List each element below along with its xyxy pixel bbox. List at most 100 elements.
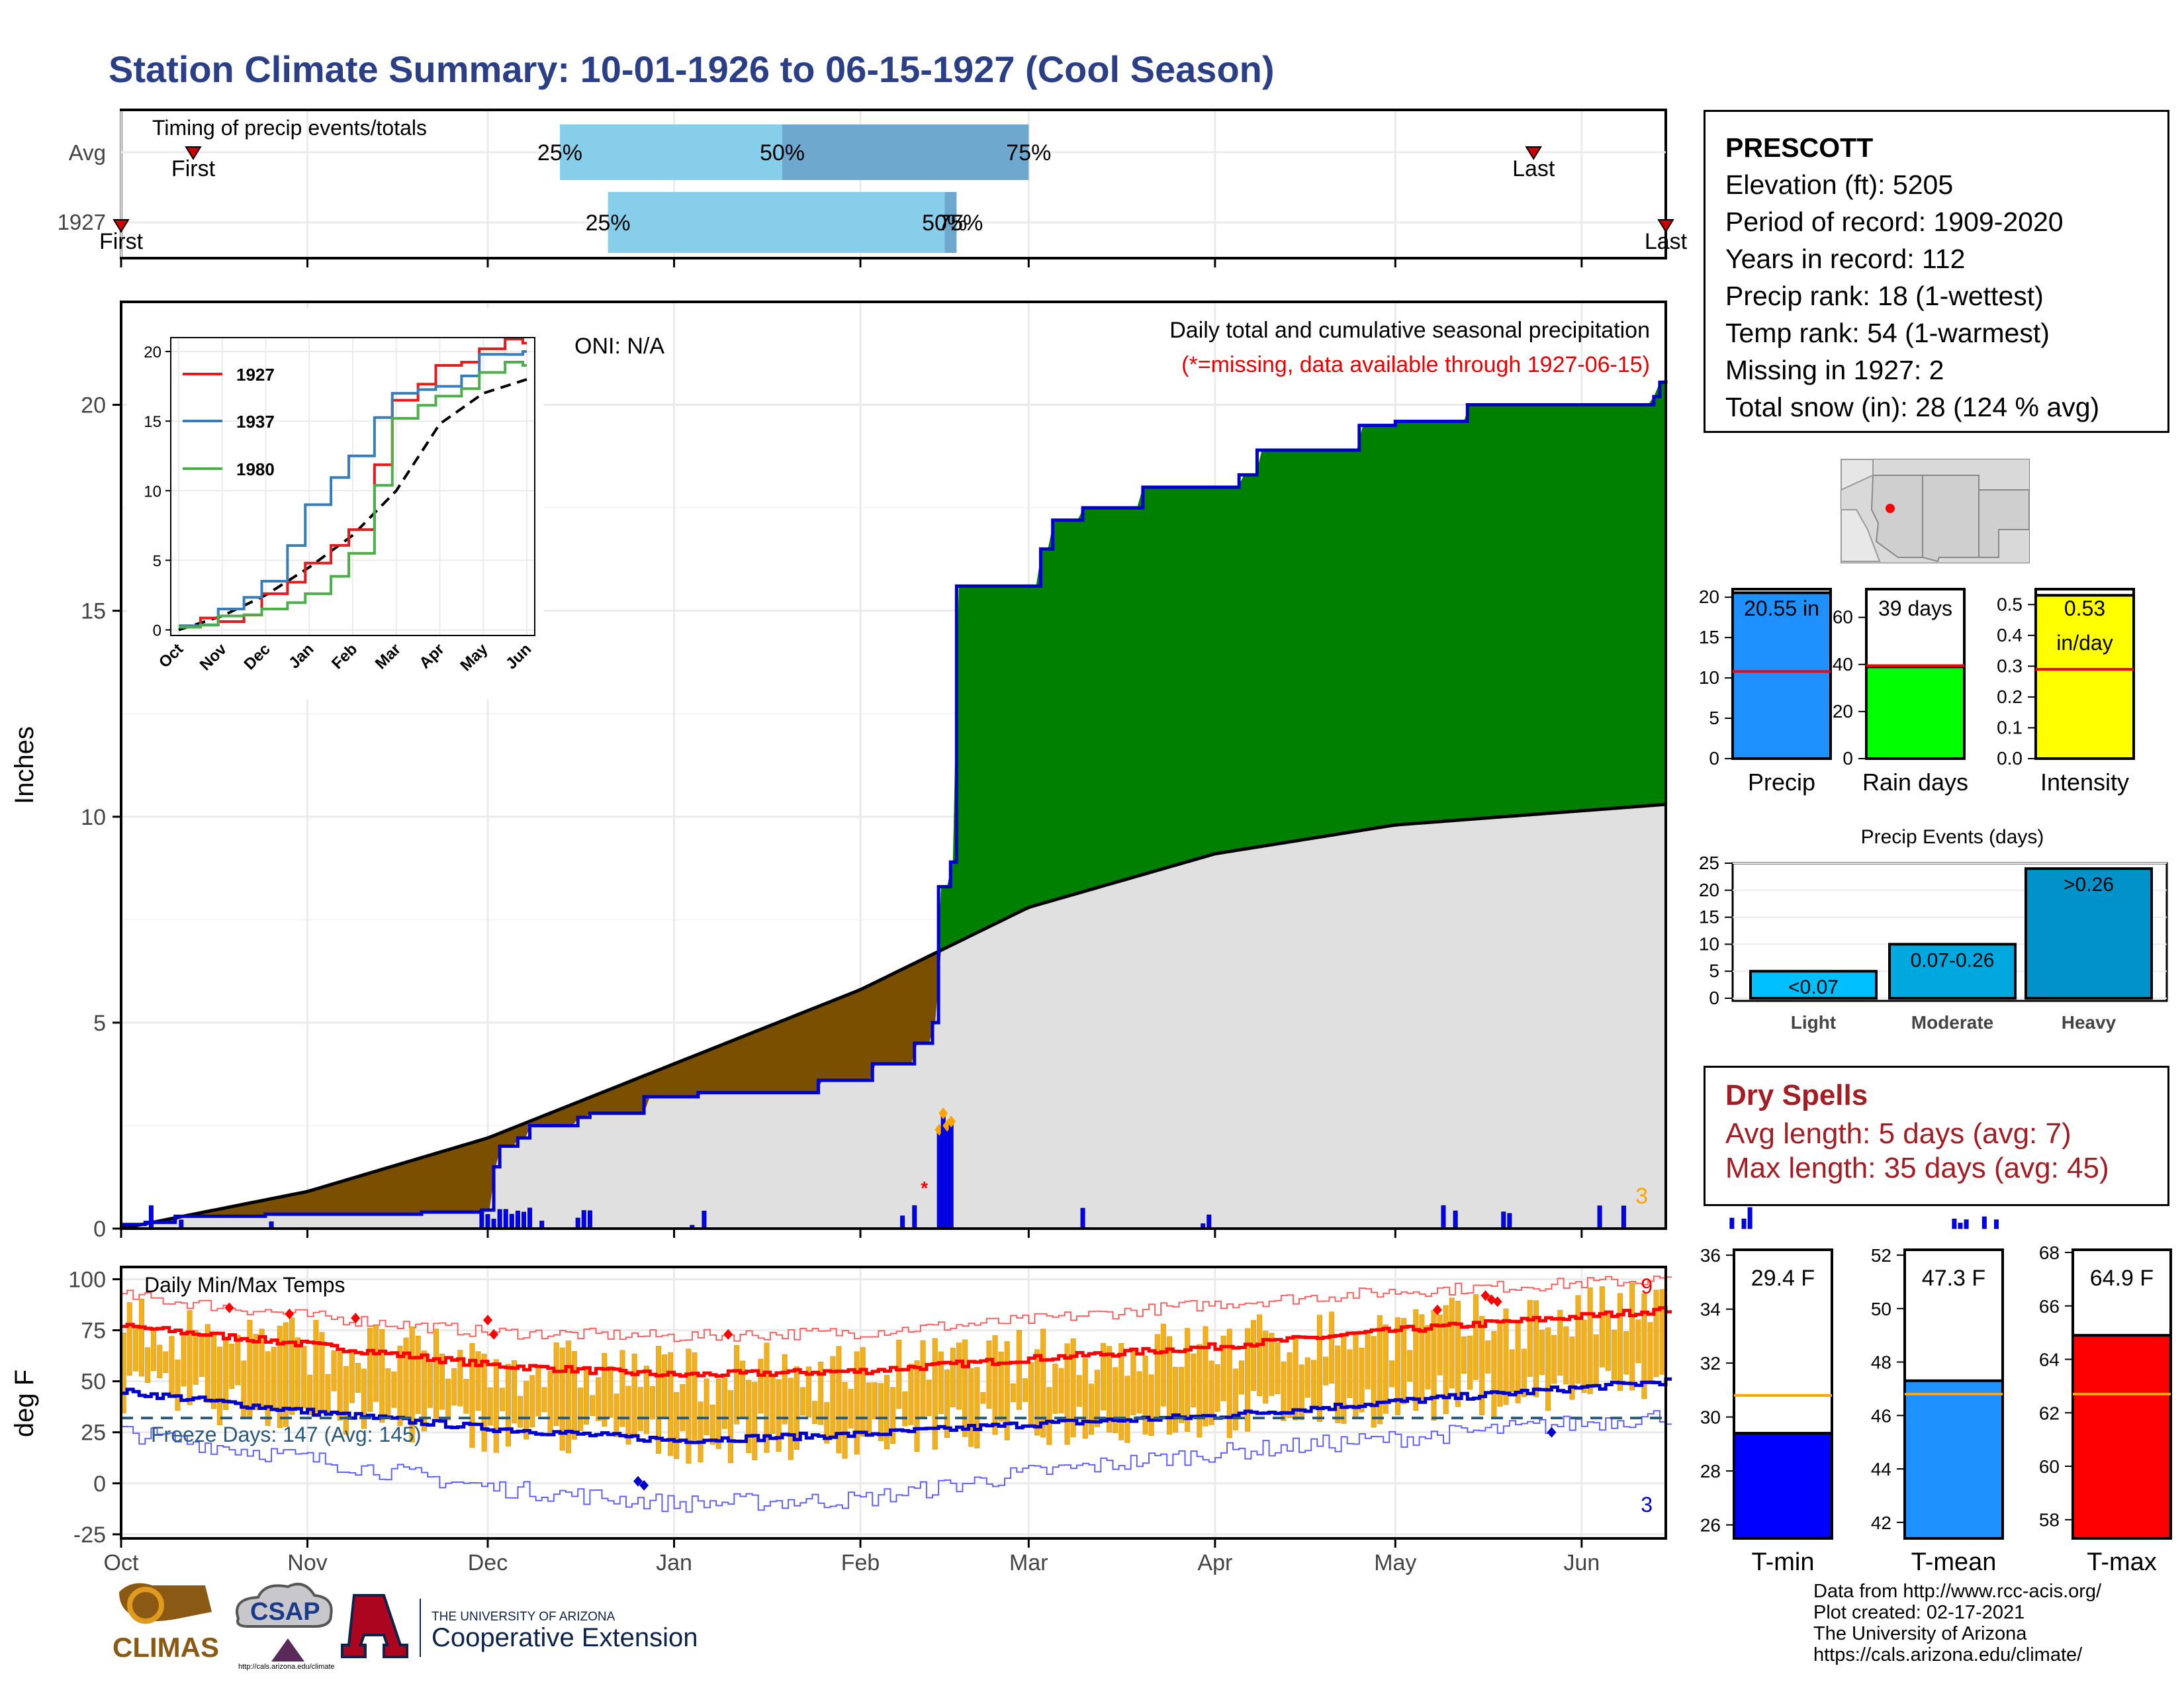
daily-temp-bar (992, 1335, 998, 1435)
daily-temp-bar (523, 1381, 529, 1440)
partner-logos: CLIMAS CSAP http://cals.arizona.edu/clim… (113, 1583, 698, 1671)
daily-temp-bar (499, 1387, 505, 1411)
tmean-ytick-label: 46 (1871, 1405, 1891, 1426)
tmax-label: T-max (2087, 1548, 2157, 1576)
daily-temp-bar (721, 1377, 727, 1429)
daily-precip-bar (1993, 1219, 1999, 1229)
tmean-ytick-label: 48 (1871, 1352, 1891, 1373)
temp-summary-bars: 26 28 30 32 34 36 29.4 F T-min 42 44 46 48 50 52 47.3 … (1700, 1243, 2172, 1576)
daily-temp-bar (890, 1387, 896, 1444)
missing-note: (*=missing, data available through 1927-… (1181, 352, 1650, 377)
daily-temp-bar (764, 1342, 770, 1453)
daily-temp-bar (980, 1392, 986, 1404)
daily-temp-bar (1443, 1305, 1449, 1415)
events-category-label: Moderate (1911, 1012, 1993, 1033)
intensity-value-label-2: in/day (2056, 631, 2113, 655)
daily-temp-bar (1281, 1361, 1287, 1421)
daily-temp-bar (788, 1378, 794, 1460)
daily-temp-bar (138, 1298, 144, 1377)
daily-temp-bar (1647, 1322, 1653, 1385)
timing-row-year: 1927 (58, 210, 106, 234)
record-high-marker (285, 1308, 295, 1319)
record-high-marker (1492, 1296, 1502, 1307)
daily-temp-bar (704, 1378, 709, 1436)
daily-temp-bar (1467, 1335, 1473, 1390)
daily-temp-bar (1010, 1383, 1016, 1403)
daily-temp-bar (920, 1340, 926, 1418)
map-nevada (1841, 459, 1874, 491)
daily-temp-bar (698, 1401, 704, 1463)
daily-temp-bar (187, 1310, 193, 1405)
daily-temp-bar (427, 1362, 433, 1408)
daily-temp-bar (463, 1379, 469, 1414)
daily-temp-bar (1238, 1360, 1244, 1395)
daily-temp-bar (908, 1364, 914, 1425)
daily-temp-bar (1491, 1331, 1497, 1419)
events-ytick-label: 10 (1699, 933, 1719, 954)
events-bar-moderate (1888, 943, 2017, 1000)
intensity-summary-bar (2034, 594, 2135, 760)
daily-precip-bar (702, 1210, 707, 1229)
daily-precip-bar (1981, 1216, 1987, 1229)
record-markers (224, 1290, 1557, 1491)
daily-temp-bar (1323, 1356, 1329, 1385)
daily-precip-bar (1206, 1214, 1212, 1229)
precip-ytick-label: 20 (81, 393, 106, 418)
daily-temp-bar (799, 1387, 805, 1416)
legend-label-1980: 1980 (236, 459, 275, 479)
daily-precip-bar (940, 1113, 946, 1229)
avg-first-marker (185, 146, 202, 160)
daily-temp-bar (1226, 1329, 1232, 1438)
daily-temp-bar (1425, 1325, 1431, 1389)
map-new-mexico (1922, 475, 1979, 563)
daily-temp-bar (794, 1366, 799, 1450)
daily-temp-bar (1581, 1319, 1587, 1393)
daily-temp-bar (457, 1350, 463, 1407)
year-quartile-bar-lower (608, 192, 945, 253)
daily-temp-bar (1485, 1340, 1491, 1374)
daily-temp-bar (1503, 1308, 1509, 1405)
raindays-ytick-label: 40 (1833, 654, 1853, 675)
precip-heading: Daily total and cumulative seasonal prec… (1169, 318, 1650, 343)
average-max-line (121, 1306, 1672, 1378)
daily-temp-bar (1113, 1367, 1118, 1433)
daily-temp-bar (896, 1339, 902, 1409)
daily-temp-bar (614, 1393, 619, 1437)
precip-ytick-label: 5 (93, 1011, 106, 1036)
daily-temp-bar (1437, 1314, 1443, 1376)
station-temp-rank: Temp rank: 54 (1-warmest) (1725, 318, 2050, 348)
raindays-label: Rain days (1862, 769, 1968, 796)
daily-precip-bar (1501, 1211, 1506, 1229)
avg-pct50-label: 50% (760, 140, 805, 165)
daily-temp-bar (1551, 1335, 1557, 1384)
csap-mountain-icon (271, 1638, 304, 1662)
daily-temp-bar (818, 1361, 824, 1425)
daily-temp-bar (445, 1378, 451, 1421)
daily-temp-bar (349, 1353, 355, 1403)
record-high-marker (482, 1315, 492, 1326)
daily-temp-bar (1575, 1295, 1581, 1384)
intensity-ytick-label: 0.5 (1997, 594, 2023, 614)
daily-temp-bar (132, 1324, 138, 1372)
daily-temp-bar (602, 1353, 608, 1427)
tmin-ytick-label: 36 (1700, 1245, 1721, 1266)
daily-temp-bar (403, 1337, 409, 1418)
daily-temp-bar (926, 1380, 932, 1417)
daily-precip-bar (527, 1207, 533, 1229)
intensity-ytick-label: 0.1 (1997, 717, 2023, 737)
daily-temp-bar (950, 1347, 956, 1407)
precip-value-label: 20.55 in (1744, 596, 1819, 620)
above-average-area (121, 380, 1666, 1229)
daily-temp-bar (625, 1385, 631, 1445)
daily-temp-bar (1214, 1364, 1220, 1412)
daily-precip-bar (521, 1211, 526, 1229)
summary-bars: 0 5 10 15 20 20.55 in Precip 0 20 40 60 39 days Rain… (1699, 586, 2135, 796)
daily-temp-bar (836, 1346, 842, 1454)
daily-temp-bar (1293, 1338, 1298, 1421)
record-day-marker (946, 1115, 956, 1128)
daily-temp-bar (157, 1344, 163, 1379)
daily-temp-bar (409, 1326, 415, 1443)
timing-row-avg: Avg (69, 140, 106, 165)
daily-temp-bar (1629, 1283, 1635, 1391)
avg-quartile-bar-upper (782, 124, 1029, 180)
